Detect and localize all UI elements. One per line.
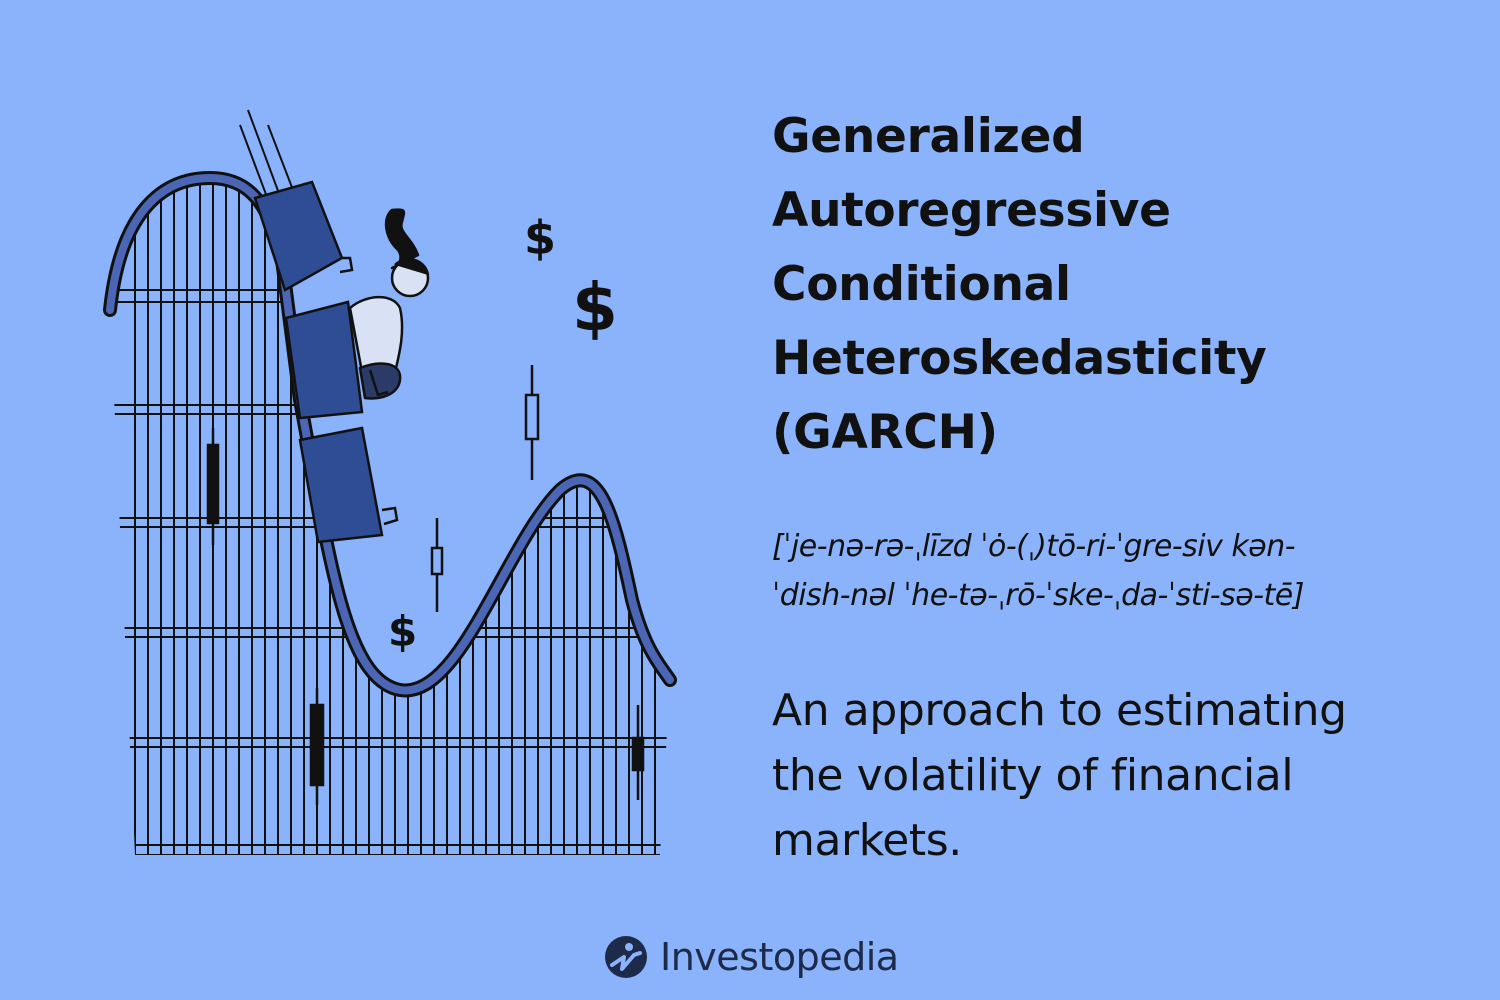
candlestick-2 (524, 393, 540, 441)
definition-line: An approach to estimating (772, 685, 1347, 736)
dollar-signs: $ $ $ (388, 211, 618, 656)
candlesticks (206, 365, 645, 805)
candlestick-1 (206, 443, 220, 525)
coaster-cart-bottom (298, 426, 384, 544)
definition-line: the volatility of financial (772, 750, 1294, 801)
title-line: Generalized (772, 109, 1085, 164)
candlestick-4 (309, 703, 325, 787)
title-line: (GARCH) (772, 405, 998, 460)
candlestick-5 (631, 736, 645, 772)
dollar-sign-low: $ (388, 607, 417, 656)
pronunciation: [ˈje-nə-rə-ˌlīzd ˈȯ-(ˌ)tō-ri-ˈgre-siv kə… (772, 522, 1304, 620)
pronunciation-line: [ˈje-nə-rə-ˌlīzd ˈȯ-(ˌ)tō-ri-ˈgre-siv kə… (772, 529, 1296, 564)
title-line: Conditional (772, 257, 1071, 312)
brand-footer: Investopedia (604, 932, 899, 982)
rider-body (348, 295, 404, 374)
candlestick-3 (430, 546, 444, 576)
dollar-sign-small-top: $ (524, 211, 556, 265)
brand-name: Investopedia (660, 935, 899, 979)
definition-line: markets. (772, 815, 962, 866)
term-title: Generalized Autoregressive Conditional H… (772, 100, 1267, 470)
coaster-carts (253, 180, 399, 544)
dollar-sign-large: $ (572, 269, 618, 346)
investopedia-logo-icon (605, 936, 647, 978)
title-line: Heteroskedasticity (772, 331, 1267, 386)
title-line: Autoregressive (772, 183, 1171, 238)
coaster-cart-middle (284, 300, 364, 420)
pronunciation-line: ˈdish-nəl ˈhe-tə-ˌrō-ˈske-ˌda-ˈsti-sə-tē… (772, 578, 1304, 613)
rider-figure (348, 208, 430, 400)
definition: An approach to estimating the volatility… (772, 678, 1347, 873)
coaster-cart-top (253, 180, 344, 292)
roller-coaster-illustration: $ $ $ (103, 109, 677, 855)
